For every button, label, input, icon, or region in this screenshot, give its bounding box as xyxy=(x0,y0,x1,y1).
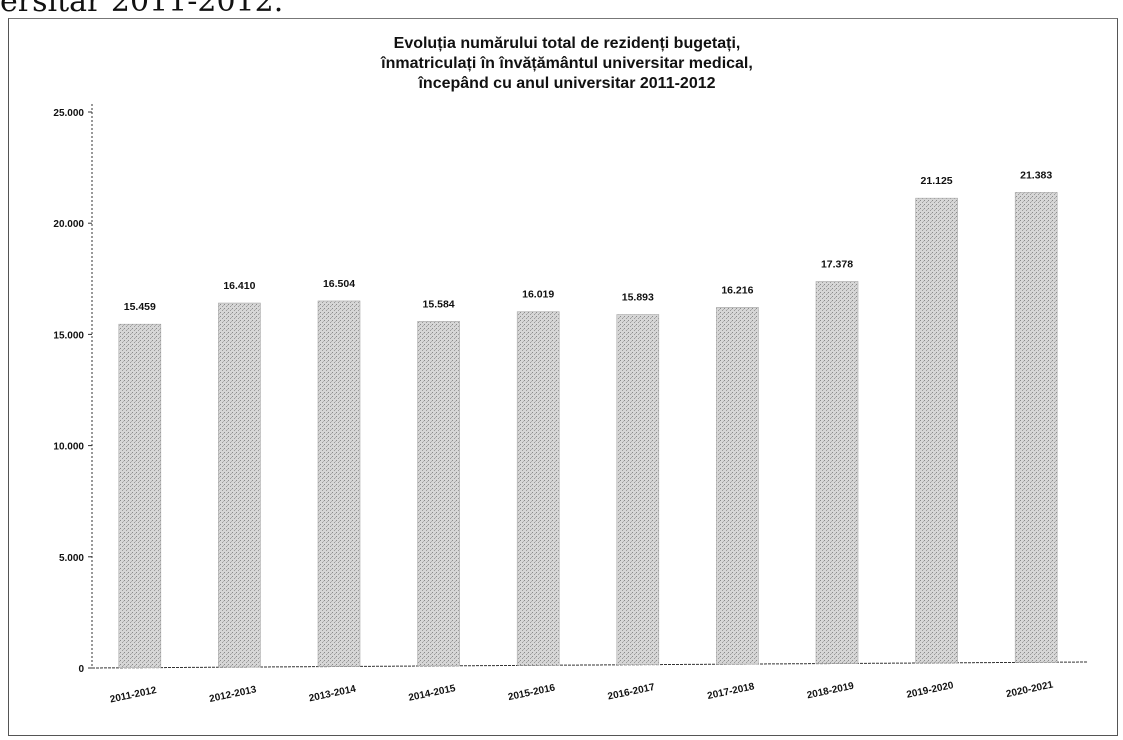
bar xyxy=(317,300,361,667)
data-label: 17.378 xyxy=(821,259,853,271)
chart-frame xyxy=(8,18,1118,736)
bar xyxy=(516,311,560,666)
data-label: 15.893 xyxy=(622,292,654,304)
chart-title-line: începând cu anul universitar 2011-2012 xyxy=(417,75,715,92)
bar xyxy=(915,197,958,664)
x-tick-label: 2011-2012 xyxy=(109,685,158,706)
y-tick-label: 5.000 xyxy=(59,553,84,564)
chart-title-line: înmatriculați în învățământul universita… xyxy=(380,55,753,72)
bar xyxy=(1014,192,1058,663)
x-tick-label: 2015-2016 xyxy=(507,682,556,703)
data-label: 21.383 xyxy=(1020,169,1052,181)
y-axis: 0 5.000 10.000 15.000 20.000 25.000 xyxy=(53,104,93,675)
x-tick-label: 2016-2017 xyxy=(607,682,656,703)
x-tick-label: 2013-2014 xyxy=(308,684,357,705)
y-tick-label: 20.000 xyxy=(53,219,84,230)
bar xyxy=(616,314,660,666)
x-axis: 2011-2012 2012-2013 2013-2014 2014-2015 2015… xyxy=(91,661,1089,706)
bar xyxy=(218,302,261,668)
x-tick-label: 2017-2018 xyxy=(706,681,755,702)
x-tick-label: 2019-2020 xyxy=(906,680,955,701)
data-label: 21.125 xyxy=(921,175,953,187)
data-label: 16.504 xyxy=(323,278,355,290)
data-label: 16.216 xyxy=(721,284,753,296)
data-label: 15.459 xyxy=(124,301,156,313)
chart-title: Evoluția numărului total de rezidenți bu… xyxy=(380,35,753,92)
x-tick-label: 2020-2021 xyxy=(1005,679,1054,700)
x-tick-label: 2014-2015 xyxy=(408,683,457,704)
bar xyxy=(118,323,162,669)
data-label: 16.019 xyxy=(522,289,554,301)
y-tick-label: 10.000 xyxy=(53,442,84,453)
chart-title-line: Evoluția numărului total de rezidenți bu… xyxy=(394,35,741,52)
bar-series: 15.459 16.410 16.504 15.584 16.019 15.893 16.2… xyxy=(118,169,1058,669)
x-tick-label: 2018-2019 xyxy=(806,681,855,702)
y-tick-label: 0 xyxy=(78,664,84,675)
page-heading-fragment: ersitar 2011-2012. xyxy=(0,0,284,19)
bar xyxy=(815,281,859,664)
data-label: 15.584 xyxy=(423,298,455,310)
y-tick-label: 15.000 xyxy=(53,330,84,341)
x-tick-label: 2012-2013 xyxy=(208,684,257,705)
data-label: 16.410 xyxy=(223,280,255,292)
bar xyxy=(417,321,460,667)
y-tick-label: 25.000 xyxy=(53,108,84,119)
bar xyxy=(716,307,759,665)
